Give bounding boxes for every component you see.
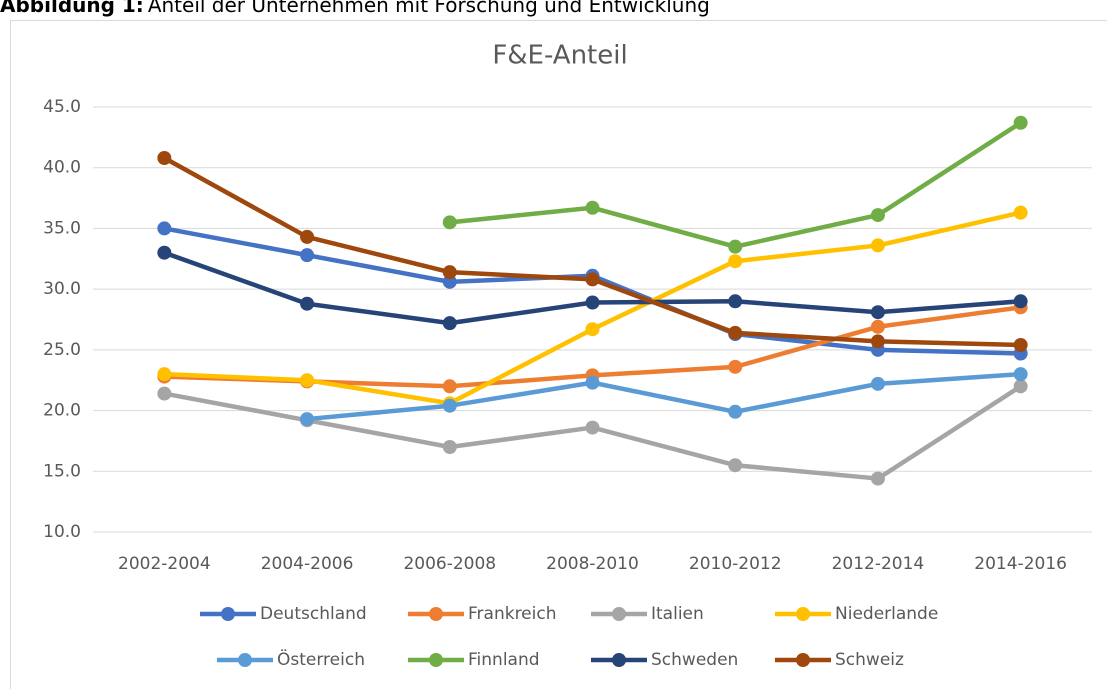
data-point — [1013, 338, 1028, 352]
data-point — [442, 215, 457, 230]
legend-marker — [238, 653, 252, 667]
data-point — [728, 404, 743, 419]
x-tick-label: 2012-2014 — [832, 554, 925, 574]
data-point — [585, 420, 600, 435]
data-point — [870, 471, 885, 486]
y-tick-label: 20.0 — [43, 401, 81, 421]
data-point — [300, 296, 315, 311]
legend-label: Italien — [651, 604, 704, 624]
data-point — [1013, 379, 1028, 394]
chart-frame — [10, 20, 1107, 689]
caption: Abbildung 1: Anteil der Unternehmen mit F… — [0, 0, 710, 17]
y-tick-label: 25.0 — [43, 340, 81, 360]
data-point — [870, 305, 885, 320]
caption-text: Anteil der Unternehmen mit Forschung und… — [148, 0, 710, 17]
data-point — [870, 208, 885, 223]
data-point — [870, 376, 885, 391]
x-tick-label: 2004-2006 — [261, 554, 354, 574]
legend-label: Schweiz — [835, 650, 904, 670]
legend-marker — [612, 653, 626, 667]
x-tick-label: 2002-2004 — [118, 554, 211, 574]
legend-label: Schweden — [651, 650, 738, 670]
data-point — [870, 319, 885, 334]
x-tick-label: 2006-2008 — [403, 554, 496, 574]
y-tick-label: 45.0 — [43, 97, 81, 117]
y-tick-label: 15.0 — [43, 461, 81, 481]
data-point — [728, 294, 743, 309]
data-point — [1013, 294, 1028, 309]
legend-label: Österreich — [277, 648, 365, 670]
data-point — [442, 398, 457, 413]
legend-marker — [612, 607, 626, 621]
x-tick-label: 2014-2016 — [974, 554, 1067, 574]
data-point — [728, 359, 743, 374]
data-point — [585, 200, 600, 215]
legend-label: Niederlande — [835, 604, 938, 624]
data-point — [1013, 115, 1028, 130]
data-point — [585, 375, 600, 390]
data-point — [157, 245, 172, 260]
data-point — [1013, 205, 1028, 220]
data-point — [442, 379, 457, 394]
data-point — [157, 367, 172, 382]
y-tick-label: 35.0 — [43, 218, 81, 238]
data-point — [870, 334, 885, 349]
x-tick-label: 2010-2012 — [689, 554, 782, 574]
data-point — [728, 254, 743, 269]
data-point — [585, 272, 600, 287]
data-point — [300, 412, 315, 427]
caption-label: Abbildung 1: — [0, 0, 144, 17]
legend-marker — [796, 607, 810, 621]
legend-label: Frankreich — [468, 604, 557, 624]
series-line — [306, 371, 1021, 422]
data-point — [300, 373, 315, 388]
x-tick-label: 2008-2010 — [546, 554, 639, 574]
data-point — [442, 316, 457, 331]
y-tick-label: 30.0 — [43, 279, 81, 299]
data-point — [1013, 367, 1028, 382]
data-point — [157, 221, 172, 236]
data-point — [585, 322, 600, 337]
data-point — [300, 248, 315, 263]
data-point — [442, 265, 457, 280]
y-tick-label: 10.0 — [43, 522, 81, 542]
data-point — [728, 325, 743, 340]
data-point — [728, 458, 743, 473]
legend-marker — [221, 607, 235, 621]
data-point — [300, 229, 315, 244]
y-tick-label: 40.0 — [43, 158, 81, 178]
legend-marker — [796, 653, 810, 667]
legend-label: Deutschland — [260, 604, 367, 624]
data-point — [442, 440, 457, 454]
data-point — [728, 239, 743, 254]
data-point — [870, 238, 885, 253]
chart-title: F&E-Anteil — [492, 41, 627, 71]
legend-marker — [429, 607, 443, 621]
data-point — [157, 151, 172, 165]
data-point — [157, 386, 172, 401]
legend-marker — [429, 653, 443, 667]
data-point — [585, 295, 600, 310]
data-point — [442, 274, 457, 289]
legend-label: Finnland — [468, 650, 540, 670]
